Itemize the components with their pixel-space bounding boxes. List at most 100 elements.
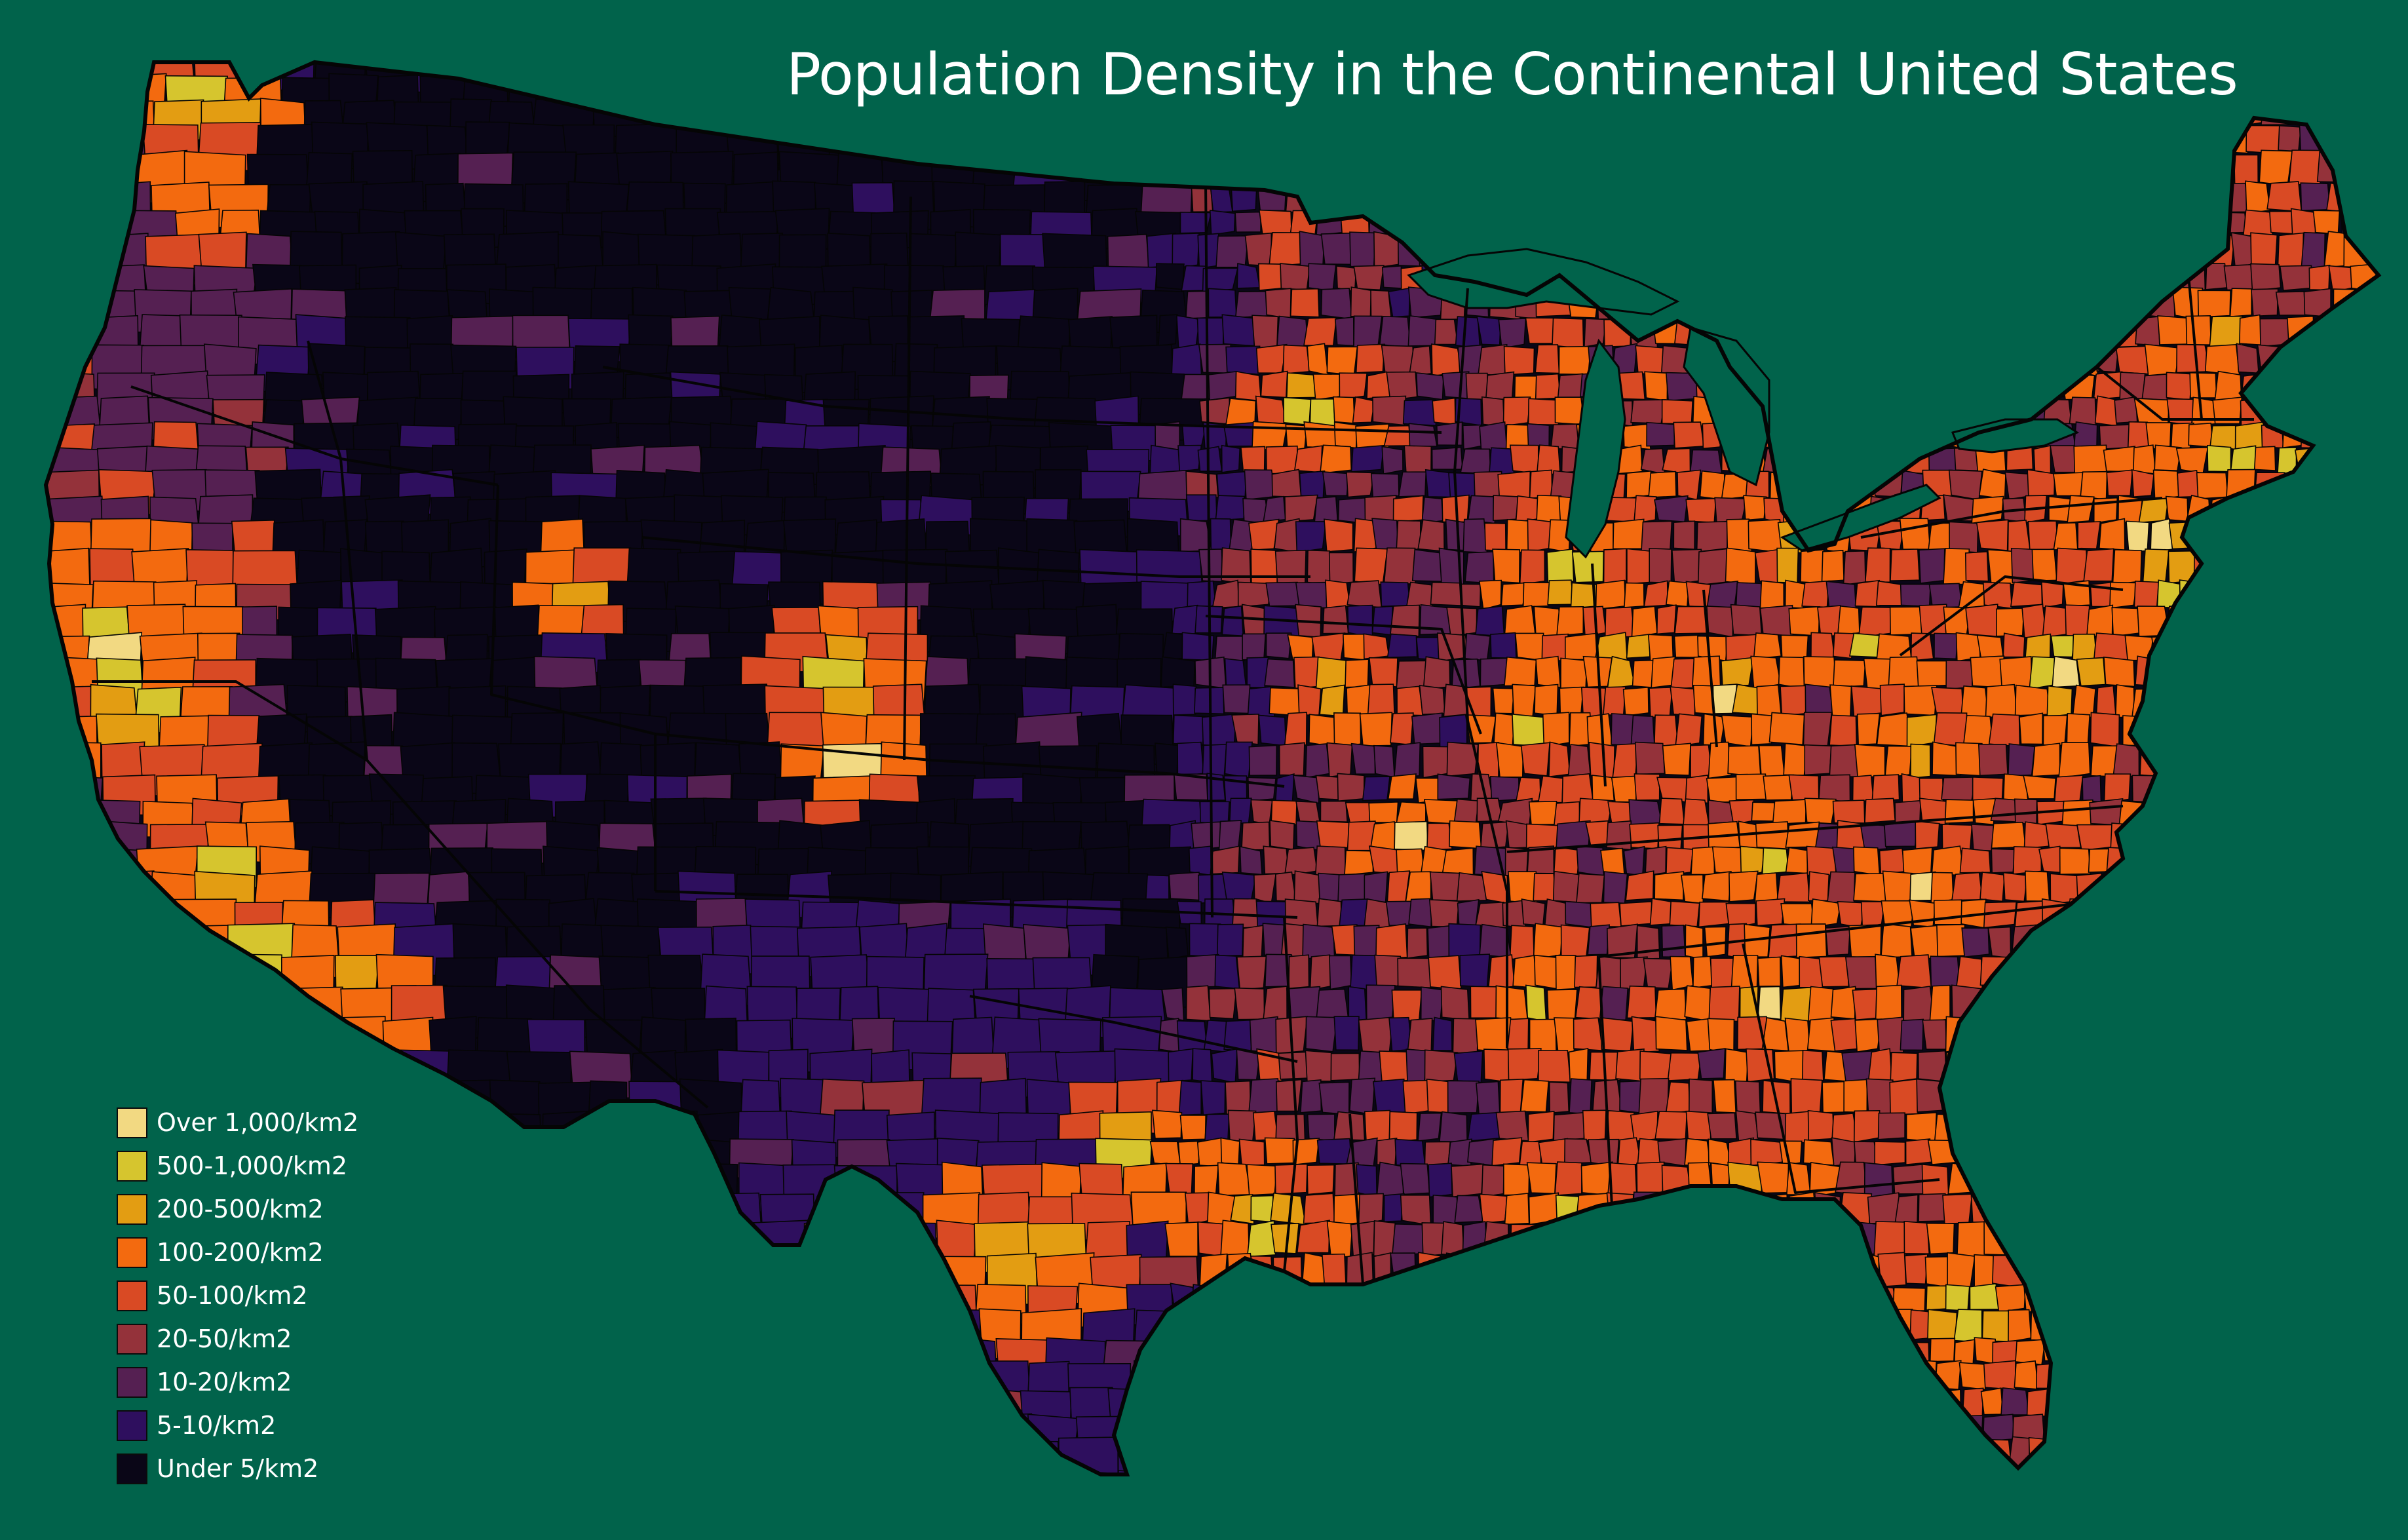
county bbox=[1168, 872, 1202, 901]
county bbox=[1806, 1338, 1825, 1364]
county bbox=[1321, 1253, 1347, 1286]
county bbox=[2063, 580, 2091, 607]
county bbox=[862, 1469, 921, 1474]
county bbox=[1636, 925, 1660, 960]
county bbox=[700, 1340, 740, 1376]
county bbox=[1196, 317, 1225, 349]
county bbox=[1785, 821, 1820, 848]
county bbox=[1843, 550, 1866, 586]
county bbox=[2138, 498, 2169, 524]
county bbox=[2082, 775, 2102, 803]
county bbox=[642, 1221, 708, 1275]
county bbox=[1702, 1390, 1729, 1418]
county bbox=[1674, 606, 1710, 634]
county bbox=[1460, 448, 1491, 474]
county bbox=[1434, 1470, 1469, 1474]
county bbox=[2116, 1081, 2140, 1116]
county bbox=[2190, 847, 2215, 873]
county bbox=[1360, 1470, 1390, 1474]
county bbox=[1319, 684, 1345, 717]
county bbox=[2114, 683, 2135, 718]
county bbox=[1356, 1438, 1380, 1474]
county bbox=[46, 1139, 95, 1181]
county bbox=[1793, 1468, 1826, 1474]
county bbox=[1194, 1165, 1219, 1196]
county bbox=[1936, 233, 1968, 269]
county bbox=[587, 1111, 653, 1160]
county bbox=[1939, 265, 1964, 291]
county bbox=[1555, 955, 1577, 991]
county bbox=[1537, 1415, 1559, 1442]
county bbox=[1346, 471, 1375, 498]
county bbox=[1871, 287, 1903, 320]
county bbox=[1414, 1415, 1439, 1440]
county bbox=[2375, 1113, 2379, 1142]
county bbox=[1219, 1284, 1242, 1312]
county bbox=[2279, 265, 2312, 292]
county bbox=[1910, 743, 1931, 779]
county bbox=[2193, 123, 2227, 153]
county bbox=[1394, 150, 1428, 183]
county bbox=[1757, 1161, 1789, 1194]
county bbox=[2325, 872, 2351, 904]
county bbox=[1405, 871, 1432, 904]
county bbox=[1577, 1309, 1613, 1339]
county bbox=[2355, 820, 2379, 850]
county bbox=[2316, 75, 2345, 104]
county bbox=[1818, 425, 1852, 446]
county bbox=[1506, 1018, 1529, 1052]
county bbox=[2071, 1469, 2098, 1474]
county bbox=[1582, 1109, 1607, 1142]
county bbox=[1478, 579, 1502, 610]
county bbox=[1575, 986, 1603, 1020]
county bbox=[2176, 799, 2212, 824]
county bbox=[1628, 799, 1662, 826]
county bbox=[2103, 773, 2131, 804]
county bbox=[1244, 1309, 1276, 1340]
county bbox=[1504, 1193, 1530, 1225]
county bbox=[2240, 1050, 2267, 1084]
legend-label: 200-500/km2 bbox=[157, 1195, 324, 1223]
county bbox=[2345, 445, 2369, 474]
county bbox=[1428, 899, 1460, 928]
county bbox=[46, 1414, 88, 1455]
county bbox=[1225, 398, 1257, 427]
county bbox=[1164, 1222, 1198, 1257]
county bbox=[2333, 101, 2367, 127]
county bbox=[514, 1253, 570, 1307]
county bbox=[2202, 582, 2230, 610]
county bbox=[2059, 1195, 2091, 1226]
county bbox=[2170, 956, 2200, 990]
county bbox=[1848, 1337, 1881, 1364]
county bbox=[2143, 984, 2172, 1022]
county bbox=[2386, 1079, 2408, 1112]
county bbox=[1209, 210, 1236, 236]
county bbox=[1275, 1079, 1303, 1112]
county bbox=[2386, 1018, 2408, 1053]
county bbox=[1700, 1361, 1729, 1392]
county bbox=[1685, 775, 1709, 804]
county bbox=[1552, 208, 1585, 237]
county bbox=[46, 927, 98, 978]
county bbox=[1850, 685, 1883, 717]
county bbox=[1402, 1079, 1432, 1115]
county bbox=[1763, 774, 1795, 801]
county bbox=[2338, 714, 2360, 746]
county bbox=[1725, 902, 1756, 929]
county bbox=[1247, 777, 1276, 801]
county bbox=[1633, 495, 1657, 524]
county bbox=[2261, 518, 2285, 550]
county bbox=[1246, 1220, 1276, 1258]
county bbox=[126, 1051, 179, 1102]
county bbox=[1829, 684, 1852, 718]
county bbox=[522, 1361, 575, 1408]
county bbox=[1821, 550, 1844, 583]
county bbox=[1151, 1109, 1183, 1140]
county bbox=[1256, 180, 1287, 212]
county bbox=[551, 1338, 603, 1376]
county bbox=[1596, 1221, 1619, 1256]
county bbox=[2268, 1139, 2299, 1168]
county bbox=[1457, 898, 1480, 929]
county bbox=[1703, 210, 1732, 236]
county bbox=[1350, 954, 1378, 990]
